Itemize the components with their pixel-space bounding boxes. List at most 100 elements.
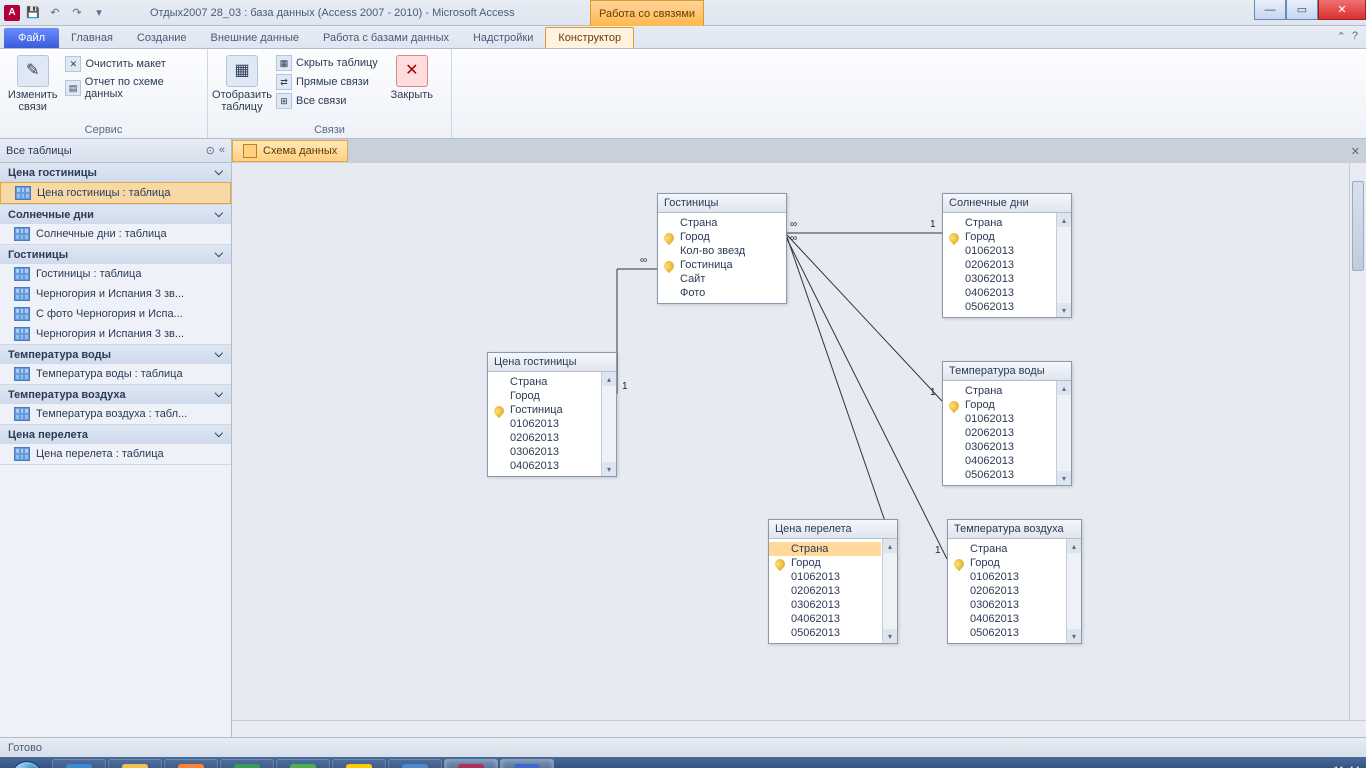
relationships-canvas[interactable]: ∞1∞1∞111 ГостиницыСтранаГородКол-во звез… — [232, 163, 1366, 737]
table-field[interactable]: Страна — [769, 542, 881, 556]
table-box-sunny[interactable]: Солнечные дни СтранаГород0106201302062013… — [942, 193, 1072, 318]
table-field[interactable]: Город — [948, 556, 1065, 570]
nav-group-header[interactable]: Гостиницы⌵ — [0, 245, 231, 264]
direct-links-button[interactable]: ⇄Прямые связи — [274, 73, 380, 91]
nav-item[interactable]: Гостиницы : таблица — [0, 264, 231, 284]
table-field[interactable]: Город — [943, 398, 1055, 412]
table-field[interactable]: 02062013 — [769, 584, 881, 598]
table-box-price_h[interactable]: Цена гостиницы СтранаГородГостиница010620… — [487, 352, 617, 477]
nav-item[interactable]: Температура воздуха : табл... — [0, 404, 231, 424]
scroll-thumb[interactable] — [1352, 181, 1364, 271]
table-field[interactable]: 04062013 — [948, 612, 1065, 626]
table-field[interactable]: 01062013 — [948, 570, 1065, 584]
nav-item[interactable]: Температура воды : таблица — [0, 364, 231, 384]
table-title[interactable]: Температура воды — [943, 362, 1071, 381]
table-field[interactable]: Гостиница — [658, 258, 786, 272]
nav-group-header[interactable]: Цена перелета⌵ — [0, 425, 231, 444]
minimize-ribbon-icon[interactable]: ⌃ — [1337, 30, 1346, 43]
table-box-flight[interactable]: Цена перелетаСтранаГород0106201302062013… — [768, 519, 898, 644]
table-field[interactable]: Кол-во звезд — [658, 244, 786, 258]
hide-table-button[interactable]: ▦Скрыть таблицу — [274, 54, 380, 72]
nav-group-header[interactable]: Температура воздуха⌵ — [0, 385, 231, 404]
tab-main[interactable]: Главная — [59, 28, 125, 48]
table-field[interactable]: 02062013 — [943, 258, 1055, 272]
start-button[interactable] — [4, 759, 50, 768]
tab-db[interactable]: Работа с базами данных — [311, 28, 461, 48]
tab-addins[interactable]: Надстройки — [461, 28, 545, 48]
canvas-scroll-h[interactable] — [232, 720, 1366, 737]
nav-item[interactable]: Черногория и Испания 3 зв... — [0, 324, 231, 344]
nav-collapse-icon[interactable]: « — [219, 144, 225, 157]
tab-create[interactable]: Создание — [125, 28, 199, 48]
relation-report-button[interactable]: ▤Отчет по схеме данных — [63, 75, 201, 101]
table-field[interactable]: 04062013 — [943, 286, 1055, 300]
file-tab[interactable]: Файл — [4, 28, 59, 48]
qat-undo-icon[interactable]: ↶ — [46, 4, 64, 22]
table-field[interactable]: 01062013 — [943, 244, 1055, 258]
table-box-water[interactable]: Температура воды СтранаГород0106201302062… — [942, 361, 1072, 486]
edit-relations-button[interactable]: ✎ Изменить связи — [6, 51, 59, 113]
nav-group-header[interactable]: Температура воды⌵ — [0, 345, 231, 364]
close-button[interactable]: ✕ — [1318, 0, 1366, 20]
nav-item[interactable]: Солнечные дни : таблица — [0, 224, 231, 244]
nav-item[interactable]: Цена перелета : таблица — [0, 444, 231, 464]
table-field[interactable]: 03062013 — [943, 272, 1055, 286]
table-field[interactable]: 04062013 — [769, 612, 881, 626]
canvas-scroll-v[interactable] — [1349, 163, 1366, 720]
taskbar-app-movie[interactable] — [220, 759, 274, 768]
table-field[interactable]: Страна — [943, 384, 1055, 398]
help-icon[interactable]: ? — [1352, 30, 1358, 43]
table-field[interactable]: Город — [943, 230, 1055, 244]
show-table-button[interactable]: ▦ Отобразить таблицу — [214, 51, 270, 113]
minimize-button[interactable]: — — [1254, 0, 1286, 20]
table-field[interactable]: 05062013 — [943, 300, 1055, 314]
qat-dropdown-icon[interactable]: ▾ — [90, 4, 108, 22]
table-field[interactable]: 02062013 — [943, 426, 1055, 440]
taskbar-app-ie[interactable] — [52, 759, 106, 768]
nav-header[interactable]: Все таблицы ⊙ « — [0, 139, 231, 163]
table-field[interactable]: 05062013 — [943, 468, 1055, 482]
table-field[interactable]: 05062013 — [769, 626, 881, 640]
table-field[interactable]: 01062013 — [943, 412, 1055, 426]
table-scrollbar[interactable]: ▴▾ — [1066, 539, 1081, 643]
taskbar-app-access[interactable] — [444, 759, 498, 768]
table-field[interactable]: 01062013 — [488, 417, 600, 431]
table-field[interactable]: 04062013 — [943, 454, 1055, 468]
nav-group-header[interactable]: Солнечные дни⌵ — [0, 205, 231, 224]
table-field[interactable]: 03062013 — [943, 440, 1055, 454]
table-title[interactable]: Цена гостиницы — [488, 353, 616, 372]
clear-layout-button[interactable]: ✕Очистить макет — [63, 55, 201, 73]
table-scrollbar[interactable]: ▴▾ — [882, 539, 897, 643]
all-links-button[interactable]: ⊞Все связи — [274, 92, 380, 110]
table-field[interactable]: 02062013 — [948, 584, 1065, 598]
tab-design[interactable]: Конструктор — [545, 27, 634, 48]
maximize-button[interactable]: ▭ — [1286, 0, 1318, 20]
table-field[interactable]: Гостиница — [488, 403, 600, 417]
table-field[interactable]: Сайт — [658, 272, 786, 286]
table-scrollbar[interactable]: ▴▾ — [1056, 213, 1071, 317]
table-field[interactable]: 03062013 — [769, 598, 881, 612]
table-scrollbar[interactable]: ▴▾ — [601, 372, 616, 476]
schema-tab[interactable]: Схема данных — [232, 140, 348, 162]
table-title[interactable]: Цена перелета — [769, 520, 897, 539]
taskbar-app-explorer[interactable] — [108, 759, 162, 768]
table-box-air[interactable]: Температура воздухаСтранаГород0106201302… — [947, 519, 1082, 644]
table-field[interactable]: Город — [488, 389, 600, 403]
table-field[interactable]: Страна — [943, 216, 1055, 230]
table-field[interactable]: 01062013 — [769, 570, 881, 584]
nav-group-header[interactable]: Цена гостиницы⌵ — [0, 163, 231, 182]
table-field[interactable]: 02062013 — [488, 431, 600, 445]
nav-item[interactable]: Черногория и Испания 3 зв... — [0, 284, 231, 304]
taskbar-app-msn[interactable] — [276, 759, 330, 768]
close-tab-icon[interactable]: ✕ — [1351, 145, 1360, 158]
nav-dropdown-icon[interactable]: ⊙ — [206, 144, 215, 157]
table-title[interactable]: Солнечные дни — [943, 194, 1071, 213]
table-field[interactable]: 03062013 — [948, 598, 1065, 612]
table-field[interactable]: Страна — [658, 216, 786, 230]
table-box-hotels[interactable]: ГостиницыСтранаГородКол-во звездГостиниц… — [657, 193, 787, 304]
table-field[interactable]: Страна — [488, 375, 600, 389]
taskbar-app-wmp[interactable] — [164, 759, 218, 768]
table-field[interactable]: Страна — [948, 542, 1065, 556]
taskbar-app-sound[interactable] — [388, 759, 442, 768]
nav-item[interactable]: С фото Черногория и Испа... — [0, 304, 231, 324]
